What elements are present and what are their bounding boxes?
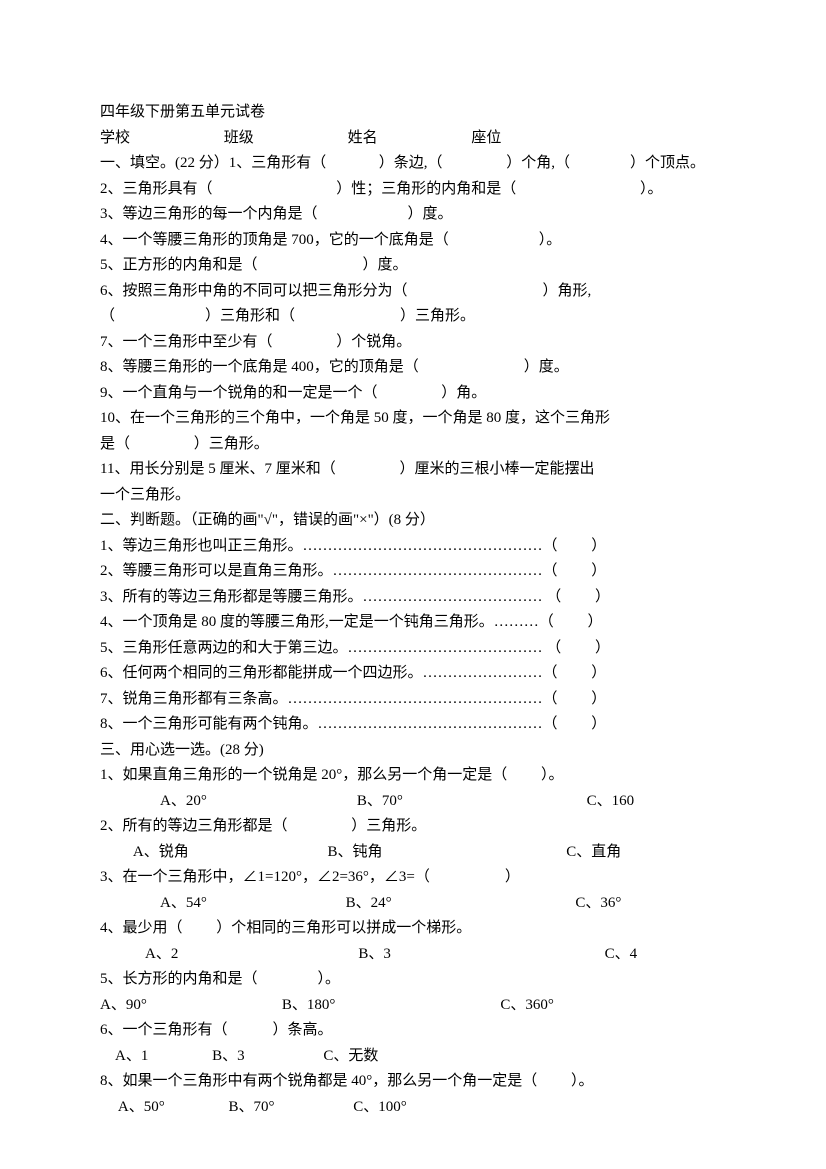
section2-q2: 2、等腰三角形可以是直角三角形。……………………………………（ ） — [100, 559, 726, 585]
section2-heading: 二、判断题。（正确的画"√"，错误的画"×"）(8 分） — [100, 508, 726, 534]
section1-q11a: 11、用长分别是 5 厘米、7 厘米和（ ）厘米的三根小棒一定能摆出 — [100, 457, 726, 483]
section3-q8: 8、如果一个三角形中有两个锐角都是 40°，那么另一个角一定是（ ）。 — [100, 1069, 726, 1095]
section3-q1-opts: A、20° B、70° C、160 — [100, 789, 726, 815]
student-info-row: 学校 班级 姓名 座位 — [100, 126, 726, 152]
section3-heading: 三、用心选一选。(28 分) — [100, 738, 726, 764]
section1-q5: 5、正方形的内角和是（ ）度。 — [100, 253, 726, 279]
section1-q11b: 一个三角形。 — [100, 483, 726, 509]
section2-q5: 5、三角形任意两边的和大于第三边。………………………………… （ ） — [100, 636, 726, 662]
section3-q5: 5、长方形的内角和是（ ）。 — [100, 967, 726, 993]
section2-q4: 4、一个顶角是 80 度的等腰三角形,一定是一个钝角三角形。………（ ） — [100, 610, 726, 636]
section1-q10b: 是（ ）三角形。 — [100, 432, 726, 458]
section1-q1: 一、填空。(22 分）1、三角形有（ ）条边,（ ）个角,（ ）个顶点。 — [100, 151, 726, 177]
section3-q4-opts: A、2 B、3 C、4 — [100, 942, 726, 968]
section3-q4: 4、最少用（ ）个相同的三角形可以拼成一个梯形。 — [100, 916, 726, 942]
page-title: 四年级下册第五单元试卷 — [100, 100, 726, 126]
section1-q6a: 6、按照三角形中角的不同可以把三角形分为（ ）角形, — [100, 279, 726, 305]
section1-q8: 8、等腰三角形的一个底角是 400，它的顶角是（ ）度。 — [100, 355, 726, 381]
section3-q6-opts: A、1 B、3 C、无数 — [100, 1044, 726, 1070]
section2-q6: 6、任何两个相同的三角形都能拼成一个四边形。……………………（ ） — [100, 661, 726, 687]
section1-q10a: 10、在一个三角形的三个角中，一个角是 50 度，一个角是 80 度，这个三角形 — [100, 406, 726, 432]
section2-q7: 7、锐角三角形都有三条高。……………………………………………（ ） — [100, 687, 726, 713]
section3-q3-opts: A、54° B、24° C、36° — [100, 891, 726, 917]
section1-q4: 4、一个等腰三角形的顶角是 700，它的一个底角是（ ）。 — [100, 228, 726, 254]
section1-q7: 7、一个三角形中至少有（ ）个锐角。 — [100, 330, 726, 356]
section3-q6: 6、一个三角形有（ ）条高。 — [100, 1018, 726, 1044]
name-label: 姓名 — [348, 130, 378, 146]
school-label: 学校 — [100, 130, 130, 146]
class-label: 班级 — [224, 130, 254, 146]
section3-q8-opts: A、50° B、70° C、100° — [100, 1095, 726, 1121]
section1-q9: 9、一个直角与一个锐角的和一定是一个（ ）角。 — [100, 381, 726, 407]
section2-q8: 8、一个三角形可能有两个钝角。………………………………………（ ） — [100, 712, 726, 738]
section2-q3: 3、所有的等边三角形都是等腰三角形。……………………………… （ ） — [100, 585, 726, 611]
section3-q3: 3、在一个三角形中，∠1=120°，∠2=36°，∠3=（ ） — [100, 865, 726, 891]
section3-q1: 1、如果直角三角形的一个锐角是 20°，那么另一个角一定是（ ）。 — [100, 763, 726, 789]
section1-q3: 3、等边三角形的每一个内角是（ ）度。 — [100, 202, 726, 228]
section1-q2: 2、三角形具有（ ）性；三角形的内角和是（ ）。 — [100, 177, 726, 203]
section3-q2: 2、所有的等边三角形都是（ ）三角形。 — [100, 814, 726, 840]
section2-q1: 1、等边三角形也叫正三角形。…………………………………………（ ） — [100, 534, 726, 560]
section1-q6b: （ ）三角形和（ ）三角形。 — [100, 304, 726, 330]
section3-q2-opts: A、锐角 B、钝角 C、直角 — [100, 840, 726, 866]
seat-label: 座位 — [471, 130, 501, 146]
section3-q5-opts: A、90° B、180° C、360° — [100, 993, 726, 1019]
